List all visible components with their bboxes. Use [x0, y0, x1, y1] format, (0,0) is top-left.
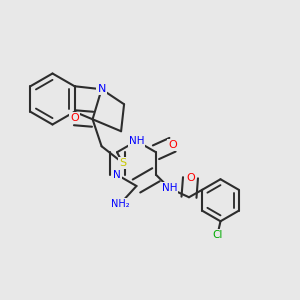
- Text: NH: NH: [162, 183, 177, 193]
- Text: NH₂: NH₂: [111, 199, 129, 209]
- Text: S: S: [119, 158, 126, 168]
- Text: O: O: [186, 173, 195, 183]
- Text: NH: NH: [129, 136, 144, 146]
- Text: N: N: [113, 170, 121, 180]
- Text: Cl: Cl: [212, 230, 223, 240]
- Text: N: N: [98, 84, 106, 94]
- Text: O: O: [168, 140, 177, 150]
- Text: O: O: [70, 113, 79, 123]
